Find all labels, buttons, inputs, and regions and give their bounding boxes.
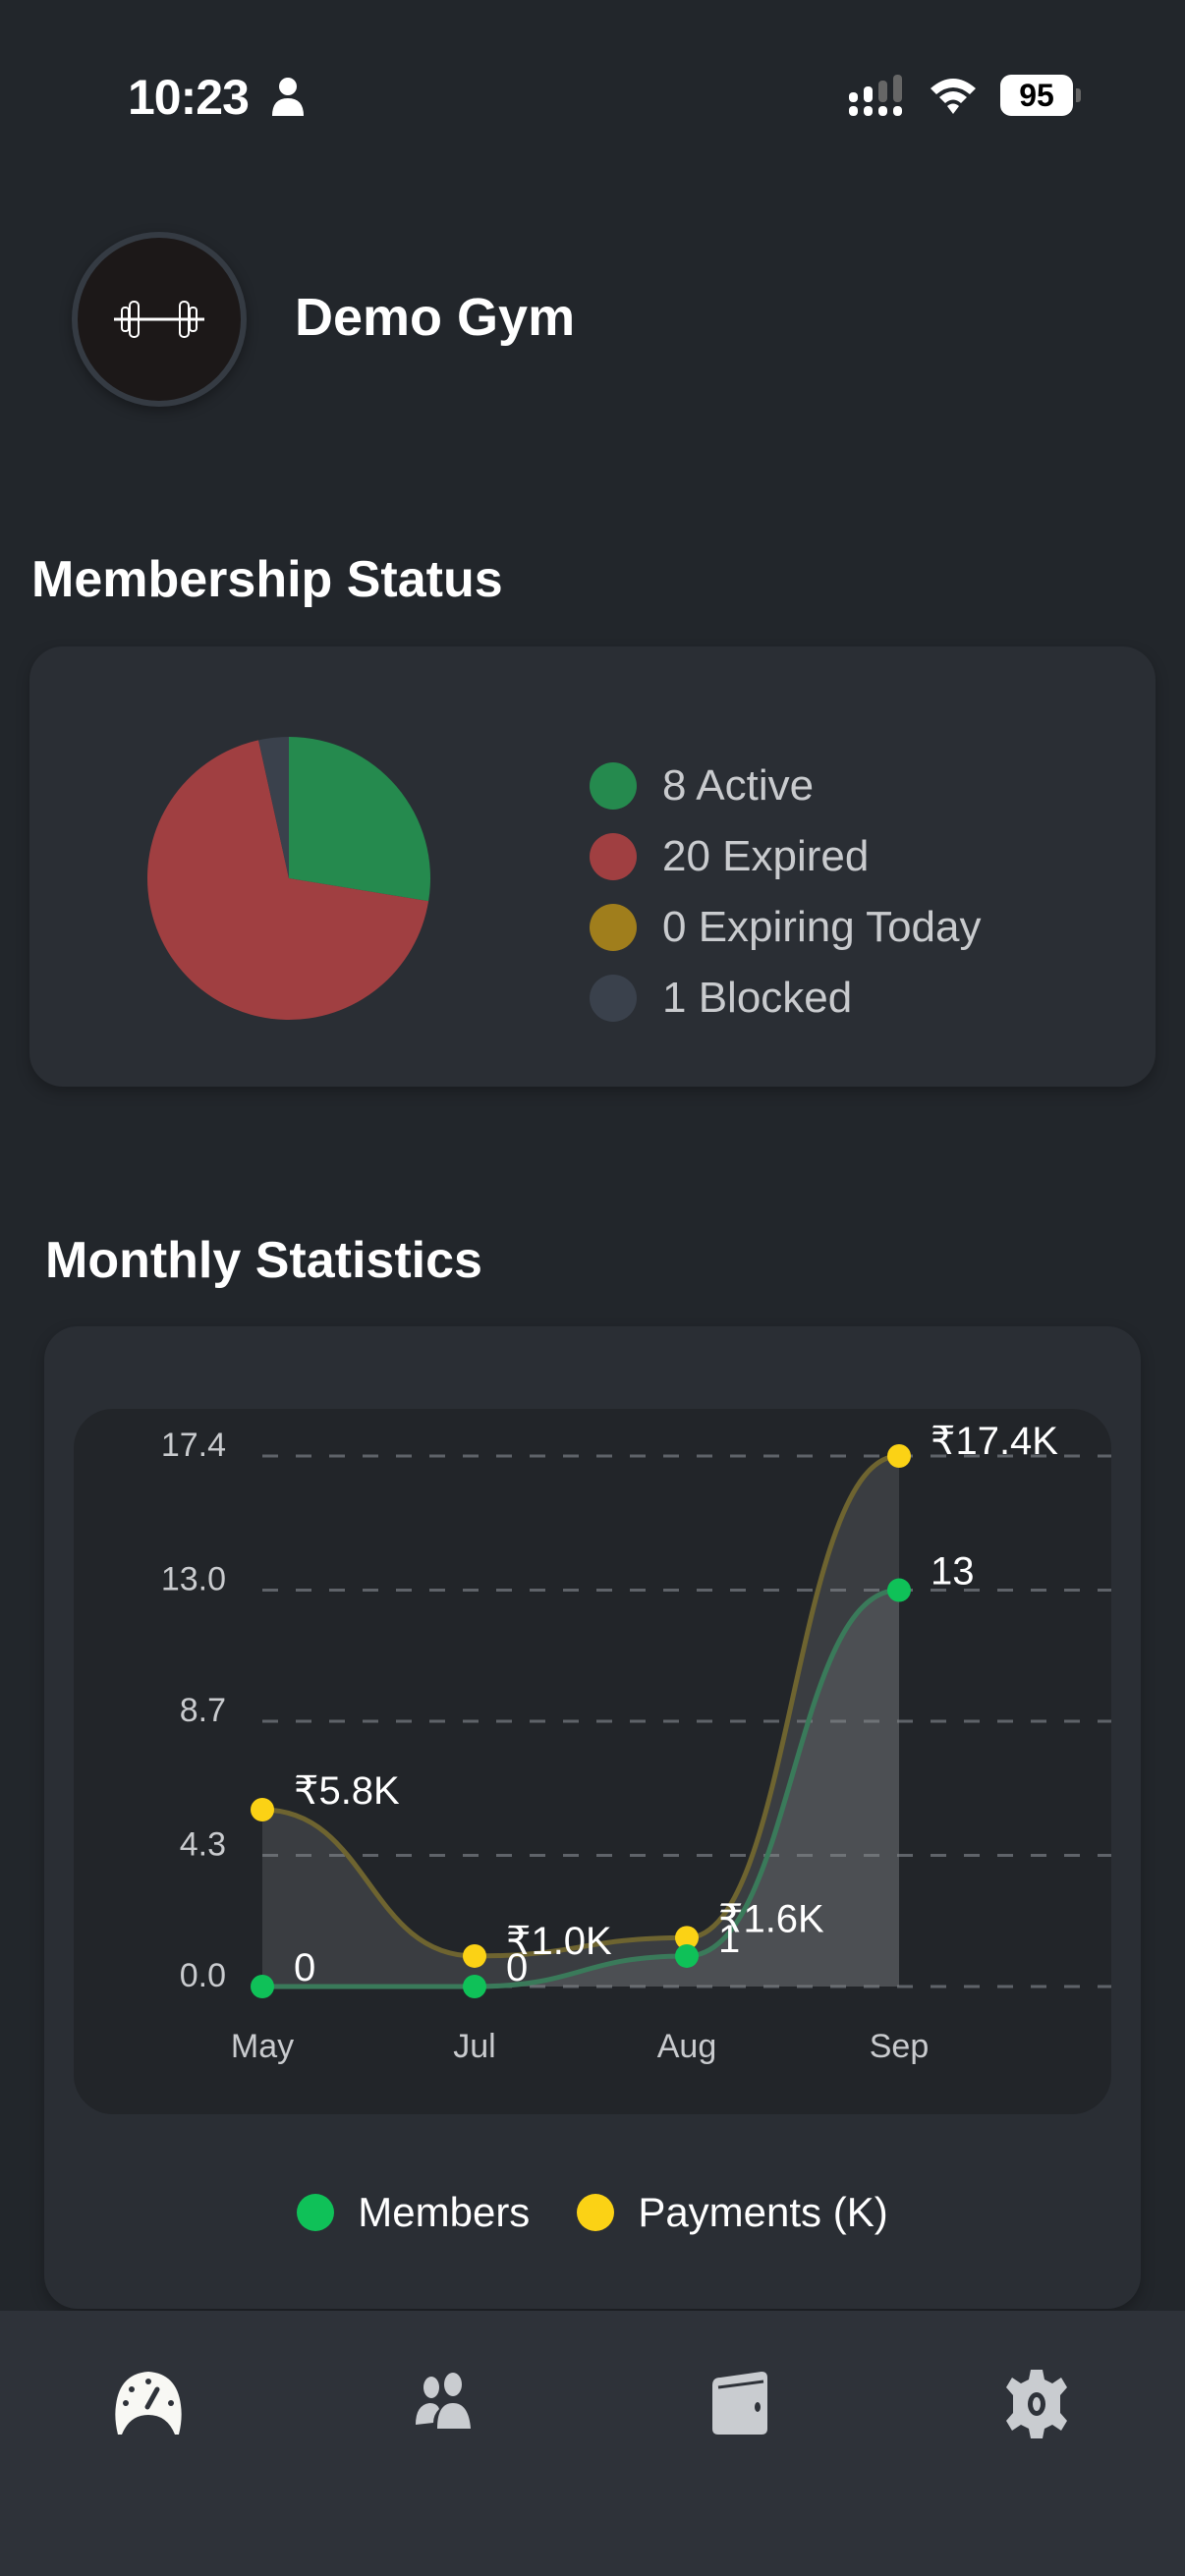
legend-label: 20 Expired xyxy=(662,832,870,880)
data-point[interactable] xyxy=(251,1975,274,1998)
speedometer-icon xyxy=(115,2372,182,2435)
payments-legend-label: Payments (K) xyxy=(638,2189,888,2235)
legend-dot xyxy=(590,975,637,1022)
tab-settings[interactable] xyxy=(889,2311,1185,2576)
legend-label: 0 Expiring Today xyxy=(662,903,982,951)
monthly-statistics-title: Monthly Statistics xyxy=(45,1232,482,1289)
x-tick-label: Jul xyxy=(453,2028,495,2065)
legend-dot xyxy=(590,904,637,951)
battery-tip xyxy=(1076,88,1081,102)
line-chart-background xyxy=(74,1409,1111,2114)
data-point[interactable] xyxy=(887,1578,911,1602)
person-icon xyxy=(272,78,304,116)
tab-dashboard[interactable] xyxy=(0,2311,297,2576)
pie-slice-expired[interactable] xyxy=(147,740,429,1020)
data-point[interactable] xyxy=(675,1926,699,1950)
legend-dot xyxy=(590,762,637,810)
tab-members[interactable] xyxy=(297,2311,593,2576)
data-label: ₹5.8K xyxy=(294,1769,400,1813)
wifi-icon xyxy=(931,79,976,114)
data-label: ₹17.4K xyxy=(931,1420,1058,1463)
wallet-icon xyxy=(711,2372,767,2435)
gym-logo[interactable] xyxy=(72,232,247,407)
data-label: ₹1.0K xyxy=(506,1920,612,1963)
y-tick-label: 17.4 xyxy=(161,1427,226,1464)
data-label: 1 xyxy=(718,1918,740,1961)
data-point[interactable] xyxy=(887,1444,911,1468)
membership-status-title: Membership Status xyxy=(31,551,503,608)
legend-dot xyxy=(590,833,637,880)
legend-item: 8 Active xyxy=(590,751,982,821)
y-tick-label: 0.0 xyxy=(180,1957,226,1994)
status-bar: 10:23 95 xyxy=(0,0,1185,196)
legend-item: 1 Blocked xyxy=(590,963,982,1034)
members-legend-label: Members xyxy=(358,2189,531,2235)
x-tick-label: Aug xyxy=(657,2028,717,2065)
y-tick-label: 8.7 xyxy=(180,1692,226,1729)
payments-legend-dot xyxy=(577,2194,615,2231)
x-tick-label: Sep xyxy=(870,2028,930,2065)
legend-item: 20 Expired xyxy=(590,821,982,892)
line-members xyxy=(261,1588,900,1989)
line-payments-k- xyxy=(261,1453,900,1959)
gear-icon xyxy=(1006,2370,1068,2438)
data-point[interactable] xyxy=(675,1943,699,1968)
legend-label: 1 Blocked xyxy=(662,974,853,1022)
data-label: 0 xyxy=(294,1946,315,1989)
gym-name: Demo Gym xyxy=(295,288,576,347)
y-tick-label: 13.0 xyxy=(161,1561,226,1598)
members-legend-dot xyxy=(297,2194,335,2231)
barbell-icon xyxy=(114,301,204,338)
legend-payments[interactable]: Payments (K) xyxy=(577,2189,888,2236)
battery-icon: 95 xyxy=(1000,75,1083,116)
data-point[interactable] xyxy=(463,1975,486,1998)
battery-level: 95 xyxy=(1000,75,1073,116)
y-tick-label: 4.3 xyxy=(180,1826,226,1864)
data-point[interactable] xyxy=(463,1943,486,1968)
legend-label: 8 Active xyxy=(662,761,815,810)
area-members xyxy=(262,1590,899,1987)
tab-payments[interactable] xyxy=(592,2311,889,2576)
people-icon xyxy=(416,2373,472,2429)
membership-pie-chart xyxy=(147,737,431,1020)
status-time: 10:23 xyxy=(128,70,250,125)
area-payments-k- xyxy=(262,1456,899,1987)
x-tick-label: May xyxy=(231,2028,294,2065)
data-point[interactable] xyxy=(251,1798,274,1821)
monthly-line-chart: 0.0 4.3 8.7 13.0 17.4 May Jul Aug Sep ₹5.8K ₹1.0K ₹… xyxy=(161,1420,1111,2065)
pie-slice-active[interactable] xyxy=(289,737,431,902)
data-label: 13 xyxy=(931,1550,975,1594)
data-label: 0 xyxy=(506,1946,528,1989)
pie-slice-blocked[interactable] xyxy=(258,737,289,878)
membership-legend: 8 Active 20 Expired 0 Expiring Today 1 Bloc… xyxy=(590,751,982,1034)
legend-members[interactable]: Members xyxy=(297,2189,530,2236)
cellular-signal-icon xyxy=(849,75,902,116)
bottom-tab-bar xyxy=(0,2311,1185,2576)
chart-legend: Members Payments (K) xyxy=(0,2189,1185,2236)
legend-item: 0 Expiring Today xyxy=(590,892,982,963)
data-label: ₹1.6K xyxy=(718,1897,824,1940)
